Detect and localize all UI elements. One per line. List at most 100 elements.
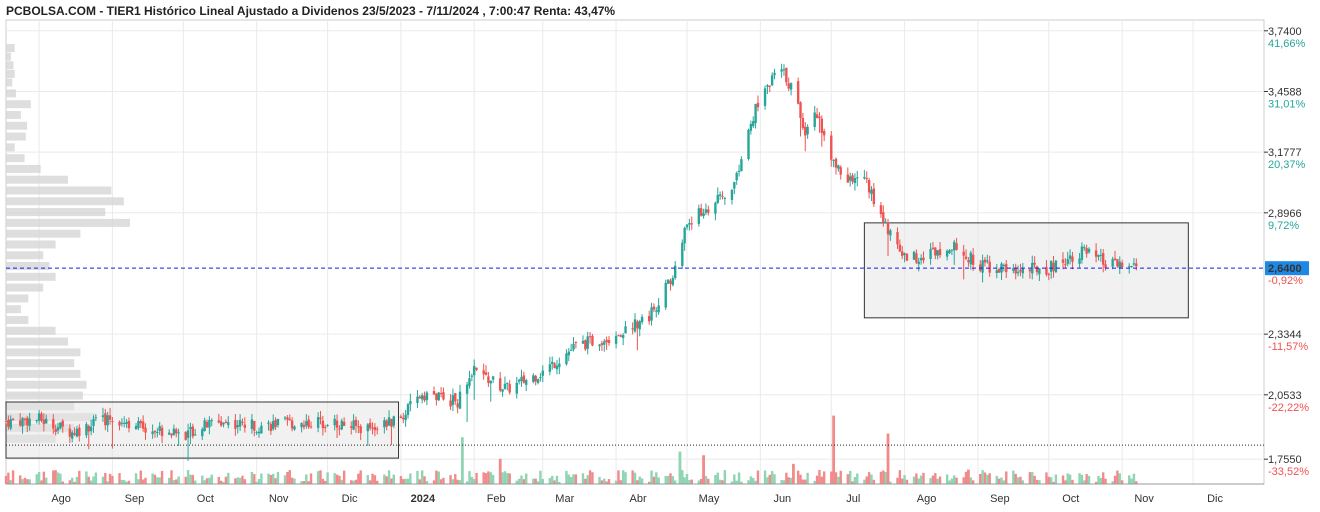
candle-body bbox=[92, 419, 95, 426]
volume-bar bbox=[487, 471, 490, 484]
volume-bar bbox=[309, 473, 313, 484]
candle-body bbox=[482, 370, 485, 375]
candle-body bbox=[456, 403, 459, 408]
candle-body bbox=[967, 260, 970, 263]
volume-bar bbox=[581, 473, 585, 484]
volume-bar bbox=[525, 473, 528, 484]
candle-body bbox=[605, 339, 608, 343]
volume-bar bbox=[969, 477, 972, 484]
candle-body bbox=[392, 416, 396, 426]
profile-bar bbox=[6, 262, 50, 271]
x-tick-label: Abr bbox=[630, 493, 647, 505]
volume-spike bbox=[498, 458, 502, 484]
volume-bar bbox=[903, 475, 906, 484]
candle-body bbox=[484, 372, 488, 375]
candle-body bbox=[915, 253, 918, 263]
candle-body bbox=[458, 391, 462, 409]
candle-body bbox=[600, 343, 604, 346]
volume-bar bbox=[586, 475, 589, 484]
volume-bar bbox=[56, 472, 60, 484]
volume-bar bbox=[1035, 479, 1039, 484]
candle-body bbox=[59, 422, 62, 429]
candle-body bbox=[1068, 255, 1072, 259]
volume-bar bbox=[704, 476, 708, 484]
candle-body bbox=[170, 433, 173, 436]
candle-body bbox=[501, 389, 504, 392]
candle-body bbox=[756, 102, 760, 108]
volume-bar bbox=[986, 474, 989, 484]
candle-body bbox=[359, 426, 362, 434]
volume-bar bbox=[201, 475, 204, 484]
candle-body bbox=[1052, 262, 1055, 271]
candle-body bbox=[366, 424, 369, 432]
candle-body bbox=[404, 414, 407, 421]
profile-bar bbox=[6, 100, 31, 109]
candle-body bbox=[548, 364, 552, 372]
volume-bar bbox=[799, 474, 802, 484]
candle-body bbox=[948, 250, 951, 253]
volume-bar bbox=[172, 480, 176, 484]
x-tick-label: Nov bbox=[269, 493, 289, 505]
candle-body bbox=[1019, 269, 1022, 272]
volume-bar bbox=[144, 477, 147, 484]
y-tick-label: 2,0533 bbox=[1268, 390, 1302, 402]
volume-bar bbox=[915, 473, 918, 484]
volume-bar bbox=[1045, 472, 1048, 484]
volume-bar bbox=[484, 473, 488, 484]
candle-body bbox=[1083, 247, 1086, 249]
volume-bar bbox=[917, 478, 920, 484]
candle-body bbox=[338, 428, 341, 430]
candle-body bbox=[432, 391, 436, 395]
volume-bar bbox=[241, 475, 244, 484]
volume-bar bbox=[851, 481, 854, 484]
volume-bar bbox=[896, 477, 899, 484]
candle-body bbox=[856, 177, 859, 179]
candle-body bbox=[508, 383, 511, 393]
volume-bar bbox=[818, 470, 821, 484]
candle-body bbox=[553, 363, 556, 369]
candle-body bbox=[1087, 248, 1091, 253]
candle-body bbox=[487, 376, 490, 383]
volume-bar bbox=[655, 472, 658, 484]
candle-body bbox=[799, 102, 802, 118]
volume-bar bbox=[1132, 473, 1136, 484]
candle-body bbox=[234, 420, 237, 429]
volume-bar bbox=[1019, 476, 1022, 484]
candle-body bbox=[917, 261, 920, 265]
volume-bar bbox=[316, 471, 320, 484]
candle-body bbox=[1031, 262, 1034, 274]
volume-bar bbox=[503, 471, 507, 484]
y-tick-percent: -11,57% bbox=[1268, 341, 1308, 353]
profile-bar bbox=[6, 251, 44, 260]
candle-body bbox=[1066, 259, 1069, 264]
candle-body bbox=[1049, 260, 1053, 272]
volume-bar bbox=[714, 474, 717, 484]
candle-body bbox=[120, 422, 124, 424]
range-box bbox=[863, 222, 1189, 319]
x-tick-label: Ago bbox=[51, 493, 71, 505]
volume-bar bbox=[366, 475, 369, 484]
candle-body bbox=[912, 251, 916, 260]
profile-bar bbox=[6, 218, 130, 227]
candle-body bbox=[837, 165, 840, 169]
volume-bar bbox=[324, 480, 327, 484]
volume-bar bbox=[250, 471, 254, 484]
candle-body bbox=[638, 321, 641, 330]
candle-body bbox=[1064, 264, 1067, 266]
volume-bar bbox=[945, 474, 949, 484]
volume-bar bbox=[85, 471, 88, 484]
volume-bar bbox=[1071, 479, 1074, 484]
candle-body bbox=[525, 380, 528, 385]
volume-bar bbox=[848, 471, 852, 484]
candle-body bbox=[652, 306, 656, 310]
volume-bar bbox=[160, 470, 164, 484]
candle-body bbox=[1104, 264, 1107, 268]
profile-bar bbox=[6, 240, 56, 249]
candle-body bbox=[473, 365, 476, 376]
volume-bar bbox=[749, 476, 753, 484]
y-tick-label: 3,4588 bbox=[1268, 86, 1302, 98]
volume-bar bbox=[567, 474, 570, 484]
volume-bar bbox=[770, 471, 774, 484]
volume-bar bbox=[733, 474, 736, 484]
